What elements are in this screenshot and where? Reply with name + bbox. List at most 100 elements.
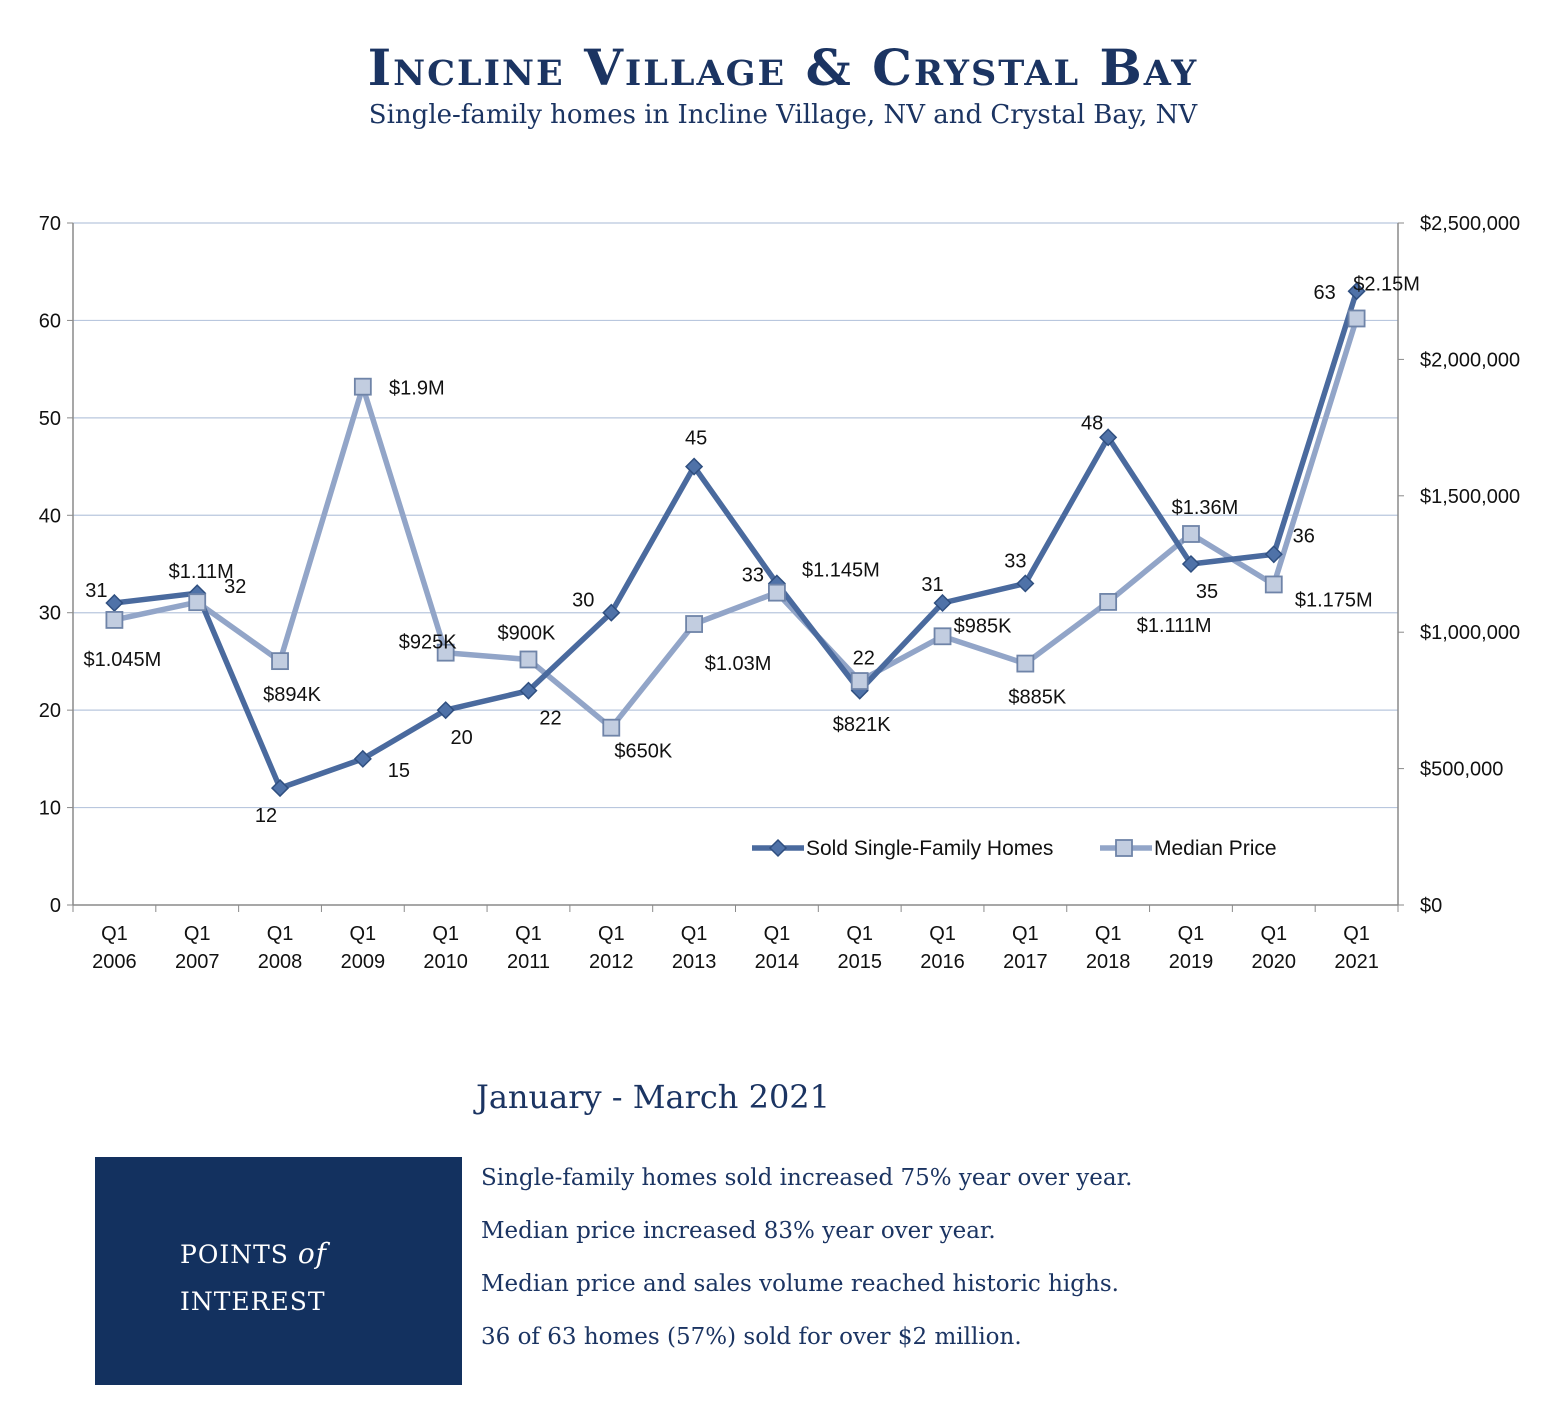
y-right-tick-label: $2,000,000 bbox=[1420, 349, 1520, 371]
median-price-point bbox=[436, 643, 455, 662]
median-price-point bbox=[933, 627, 952, 646]
x-tick-label: Q1 2020 bbox=[1252, 923, 1297, 973]
median-price-point bbox=[1347, 309, 1366, 328]
points-list: Single-family homes sold increased 75% y… bbox=[481, 1160, 1132, 1372]
poi-heading-line1: POINTS of bbox=[180, 1237, 327, 1270]
sold-homes-data-label: 35 bbox=[1196, 581, 1218, 603]
median-price-point bbox=[1099, 593, 1118, 611]
sold-homes-point bbox=[1264, 545, 1283, 564]
median-price-point bbox=[1016, 654, 1035, 673]
legend-sold-marker bbox=[768, 838, 788, 858]
x-tick-label: Q1 2014 bbox=[755, 923, 800, 973]
point-item: Single-family homes sold increased 75% y… bbox=[481, 1165, 1133, 1191]
median-price-point bbox=[685, 615, 703, 633]
poi-heading-of: of bbox=[297, 1237, 328, 1270]
median-price-data-label: $925K bbox=[399, 632, 457, 654]
period-label: January - March 2021 bbox=[476, 1078, 831, 1116]
median-price-point bbox=[1264, 575, 1283, 594]
median-price-point bbox=[271, 652, 289, 671]
sold-homes-point bbox=[1099, 428, 1118, 447]
y-left-tick-label: 10 bbox=[39, 798, 61, 820]
poi-heading-line2: INTEREST bbox=[180, 1287, 326, 1316]
y-right-tick-label: $1,500,000 bbox=[1420, 486, 1520, 508]
median-price-data-label: $1.045M bbox=[83, 649, 161, 671]
sold-homes-data-label: 48 bbox=[1081, 412, 1103, 434]
x-tick-label: Q1 2010 bbox=[423, 923, 468, 973]
median-price-point bbox=[768, 583, 786, 602]
x-tick-label: Q1 2016 bbox=[920, 923, 965, 973]
sold-homes-data-label: 30 bbox=[572, 590, 594, 612]
y-right-tick-label: $0 bbox=[1420, 895, 1442, 917]
sold-homes-point bbox=[270, 779, 290, 798]
y-left-tick-label: 60 bbox=[39, 310, 61, 332]
sold-homes-data-label: 20 bbox=[451, 727, 473, 749]
median-price-data-label: $885K bbox=[1008, 687, 1066, 709]
sold-homes-point bbox=[353, 749, 372, 768]
median-price-data-label: $1.03M bbox=[705, 653, 772, 675]
median-price-point bbox=[602, 718, 621, 737]
median-price-data-label: $1.9M bbox=[389, 378, 445, 400]
sold-homes-data-label: 31 bbox=[85, 580, 107, 602]
sold-homes-point bbox=[1181, 554, 1201, 574]
poi-heading-points: POINTS bbox=[180, 1240, 298, 1269]
sold-homes-point bbox=[519, 681, 538, 700]
sold-homes-point bbox=[1016, 574, 1035, 593]
median-price-data-label: $2.15M bbox=[1353, 273, 1420, 295]
sold-homes-data-label: 63 bbox=[1313, 282, 1335, 304]
median-price-point bbox=[1182, 525, 1200, 543]
median-price-data-label: $1.175M bbox=[1295, 589, 1373, 611]
sold-homes-line bbox=[114, 290, 1360, 791]
median-price-data-label: $1.36M bbox=[1172, 497, 1239, 519]
y-left-tick-label: 50 bbox=[39, 408, 61, 430]
median-price-point bbox=[188, 593, 207, 612]
median-price-data-label: $1.145M bbox=[802, 560, 880, 582]
sold-homes-data-label: 33 bbox=[1004, 550, 1026, 572]
sold-homes-point bbox=[602, 603, 621, 622]
y-left-tick-label: 0 bbox=[50, 895, 61, 917]
x-tick-label: Q1 2011 bbox=[507, 923, 550, 973]
y-left-tick-label: 20 bbox=[39, 700, 61, 722]
x-tick-label: Q1 2015 bbox=[837, 923, 882, 973]
x-tick-label: Q1 2018 bbox=[1086, 923, 1131, 973]
sales-chart: 0 10 20 30 40 50 60 70 $0 $500,000 $1,000,000 $1,50… bbox=[39, 213, 1520, 973]
legend-sold-label: Sold Single-Family Homes bbox=[806, 837, 1053, 860]
sold-homes-data-label: 15 bbox=[388, 760, 410, 782]
sold-homes-data-label: 32 bbox=[224, 576, 246, 598]
median-price-data-label: $900K bbox=[498, 622, 556, 644]
y-right-tick-label: $1,000,000 bbox=[1420, 622, 1520, 644]
sold-homes-point bbox=[436, 701, 455, 720]
point-item: Median price increased 83% year over yea… bbox=[481, 1218, 996, 1244]
sold-homes-data-label: 31 bbox=[921, 574, 943, 596]
y-right-tick-label: $2,500,000 bbox=[1420, 213, 1520, 235]
x-tick-label: Q1 2017 bbox=[1003, 923, 1048, 973]
y-left-tick-label: 40 bbox=[39, 505, 61, 527]
y-right-tick-label: $500,000 bbox=[1420, 759, 1503, 781]
sold-homes-data-label: 33 bbox=[742, 564, 764, 586]
median-price-point bbox=[105, 611, 124, 629]
median-price-data-label: $650K bbox=[614, 741, 672, 763]
y-left-tick-label: 30 bbox=[39, 603, 61, 625]
median-price-data-label: $821K bbox=[833, 714, 891, 736]
sold-homes-data-label: 36 bbox=[1293, 525, 1315, 547]
x-tick-label: Q1 2012 bbox=[589, 923, 634, 973]
points-of-interest-box: POINTS of INTEREST bbox=[95, 1157, 462, 1385]
page-title: Incline Village & Crystal Bay bbox=[367, 38, 1199, 97]
x-tick-label: Q1 2019 bbox=[1169, 923, 1214, 973]
page-subtitle: Single-family homes in Incline Village, … bbox=[368, 100, 1198, 130]
sold-homes-point bbox=[685, 457, 704, 476]
sold-homes-data-label: 12 bbox=[255, 805, 277, 827]
sold-homes-point bbox=[933, 593, 952, 613]
x-tick-label: Q1 2008 bbox=[258, 923, 303, 973]
median-price-data-label: $1.11M bbox=[169, 561, 234, 583]
x-tick-label: Q1 2013 bbox=[672, 923, 717, 973]
x-tick-label: Q1 2007 bbox=[175, 923, 220, 973]
median-price-point bbox=[519, 650, 538, 669]
sold-homes-point bbox=[1347, 282, 1366, 301]
median-price-data-label: $894K bbox=[263, 684, 321, 706]
x-tick-label: Q1 2021 bbox=[1334, 923, 1379, 973]
median-price-point bbox=[850, 672, 869, 690]
x-tick-label: Q1 2006 bbox=[92, 923, 137, 973]
x-tick-label: Q1 2009 bbox=[341, 923, 386, 973]
median-price-data-label: $1.111M bbox=[1137, 615, 1212, 637]
median-price-data-label: $985K bbox=[954, 615, 1012, 637]
